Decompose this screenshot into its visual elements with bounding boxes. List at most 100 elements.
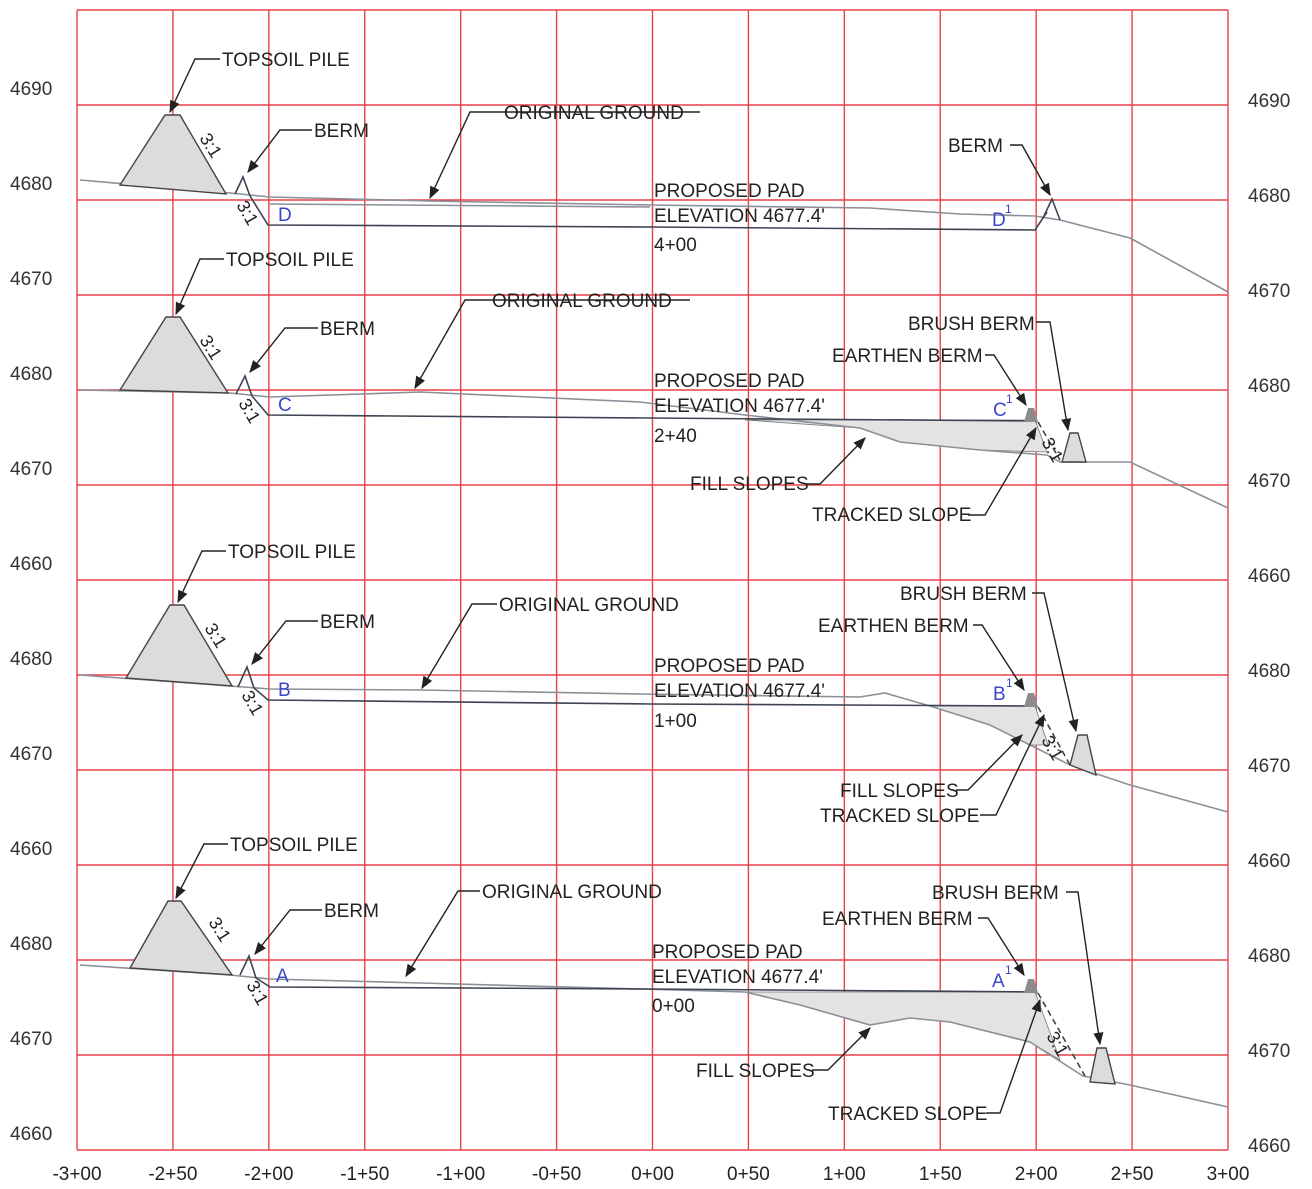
earthen-berm [1024,979,1038,993]
left-elevation-tick-label: 4670 [10,1029,52,1050]
point-label-right-sup: 1 [1006,676,1013,690]
station-label: 1+00 [654,711,697,732]
station-tick-label: 0+50 [727,1164,770,1185]
topsoil-pile-label: TOPSOIL PILE [228,542,356,563]
earthen-berm [1024,693,1038,707]
right-elevation-tick-label: 4680 [1248,946,1290,967]
original-ground-label: ORIGINAL GROUND [482,882,662,903]
point-label-right: B [993,684,1006,705]
brush-berm-leader [1036,321,1072,432]
left-elevation-tick-label: 4680 [10,364,52,385]
original-ground-label: ORIGINAL GROUND [499,595,679,616]
right-elevation-tick-label: 4690 [1248,91,1290,112]
station-axis: -3+00 -2+50 -2+00 -1+50 -1+00 -0+50 0+00 0+50 1+… [52,1164,1249,1185]
station-tick-label: -1+50 [340,1164,389,1185]
cut-slope-label: 3:1 [238,687,268,719]
berm-leader [249,327,318,373]
pad-label-line2: ELEVATION 4677.4' [654,396,825,417]
berm-label: BERM [324,901,379,922]
point-label-left: A [276,966,289,987]
left-elevation-tick-label: 4680 [10,174,52,195]
berm-leader [251,620,318,665]
topsoil-leader [175,258,224,316]
pad-label-line1: PROPOSED PAD [654,656,805,677]
station-tick-label: 1+50 [919,1164,962,1185]
station-label: 0+00 [652,996,695,1017]
brush-berm-leader [1066,891,1104,1046]
original-ground-leader [429,111,700,200]
earthen-berm-label: EARTHEN BERM [832,346,983,367]
station-tick-label: -2+00 [244,1164,293,1185]
right-elevation-tick-label: 4660 [1248,1136,1290,1157]
berm-label: BERM [314,121,369,142]
station-tick-label: 2+00 [1015,1164,1058,1185]
topsoil-pile-label: TOPSOIL PILE [222,50,350,71]
berm-left [237,664,255,689]
right-berm-label: BERM [948,136,1003,157]
station-tick-label: 1+00 [823,1164,866,1185]
fill-slopes-label: FILL SLOPES [840,781,959,802]
point-label-left: D [278,205,292,226]
cut-slope-label: 3:1 [235,395,265,427]
point-label-left: C [278,395,292,416]
earthen-berm-leader [973,624,1025,692]
left-elevation-tick-label: 4660 [10,839,52,860]
right-elevation-tick-label: 4660 [1248,566,1290,587]
tracked-slope-label: TRACKED SLOPE [820,806,979,827]
fill-slopes-leader [805,437,866,485]
proposed-pad-line [253,687,1036,707]
point-label-right-sup: 1 [1006,392,1013,406]
topsoil-pile [118,114,228,195]
fill-slopes-label: FILL SLOPES [696,1061,815,1082]
earthen-berm-label: EARTHEN BERM [822,909,973,930]
pad-label-line2: ELEVATION 4677.4' [652,967,823,988]
grid [76,9,1229,1151]
right-berm-leader [1010,144,1051,197]
point-label-left: B [278,680,291,701]
station-tick-label: -0+50 [532,1164,581,1185]
pad-label-line2: ELEVATION 4677.4' [654,681,825,702]
left-elevation-tick-label: 4660 [10,1124,52,1145]
proposed-pad-line [251,395,1036,422]
original-ground-line [79,389,1229,509]
earthen-berm-leader [978,917,1025,977]
topsoil-leader [175,843,228,900]
tracked-slope-label: TRACKED SLOPE [812,505,971,526]
cut-slope-label: 3:1 [233,197,263,229]
station-tick-label: -1+00 [436,1164,485,1185]
left-elevation-tick-label: 4670 [10,744,52,765]
right-elevation-tick-label: 4670 [1248,471,1290,492]
point-label-right: A [992,971,1005,992]
left-elevation-tick-label: 4670 [10,459,52,480]
right-elevation-axis: 4690 4680 4670 4680 4670 4660 4680 4670 4660 4680… [1248,91,1290,1157]
topsoil-pile [118,316,230,394]
brush-berm [1061,432,1087,463]
berm-left [234,174,251,197]
station-tick-label: -3+00 [52,1164,101,1185]
left-elevation-tick-label: 4670 [10,269,52,290]
original-ground-line [79,964,1229,1108]
berm-label: BERM [320,612,375,633]
right-elevation-tick-label: 4660 [1248,851,1290,872]
station-label: 4+00 [654,235,697,256]
brush-berm-label: BRUSH BERM [900,584,1027,605]
original-ground-leader [405,890,480,978]
berm-left [235,373,253,397]
fill-slope-area [744,419,1048,453]
section-d: TOPSOIL PILE BERM ORIGINAL GROUND PROPOS… [79,50,1229,293]
brush-berm-leader [1032,592,1079,733]
tracked-slope-leader [980,713,1045,816]
brush-berm [1089,1047,1116,1085]
topsoil-pile-label: TOPSOIL PILE [230,835,358,856]
berm-right [1042,196,1061,221]
earthen-berm-leader [985,354,1027,407]
station-tick-label: 0+00 [631,1164,674,1185]
brush-berm [1069,734,1097,777]
right-elevation-tick-label: 4680 [1248,376,1290,397]
topsoil-pile-label: TOPSOIL PILE [226,250,354,271]
berm-left [239,953,257,979]
left-elevation-tick-label: 4660 [10,554,52,575]
left-elevation-tick-label: 4690 [10,79,52,100]
topsoil-pile [124,604,234,687]
